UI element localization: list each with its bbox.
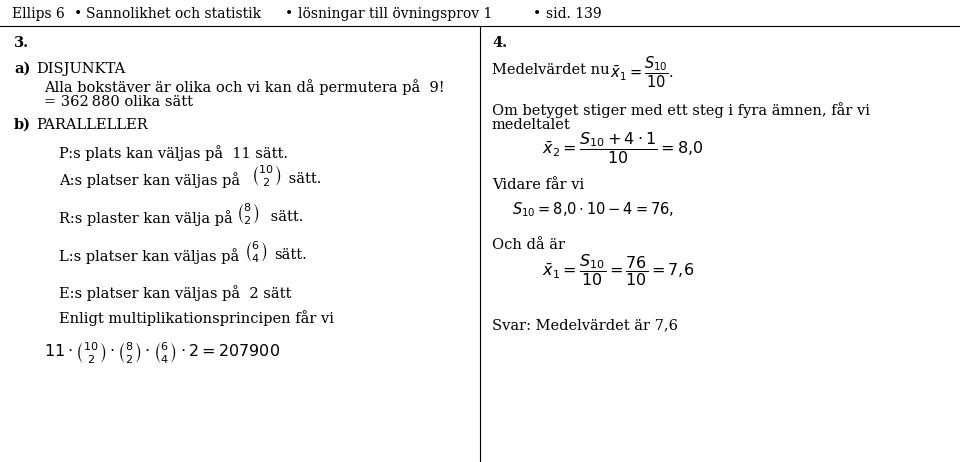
Text: P:s plats kan väljas på  11 sätt.: P:s plats kan väljas på 11 sätt. bbox=[59, 145, 288, 161]
Text: •: • bbox=[74, 7, 83, 21]
Text: Sannolikhet och statistik: Sannolikhet och statistik bbox=[86, 7, 261, 21]
Text: Och då är: Och då är bbox=[492, 238, 565, 252]
Text: a): a) bbox=[14, 62, 31, 76]
Text: $11 \cdot \binom{10}{2} \cdot \binom{8}{2} \cdot \binom{6}{4} \cdot 2 = 207900$: $11 \cdot \binom{10}{2} \cdot \binom{8}{… bbox=[44, 340, 280, 365]
Text: Medelvärdet nu: Medelvärdet nu bbox=[492, 63, 614, 77]
Text: b): b) bbox=[14, 118, 31, 132]
Text: sid. 139: sid. 139 bbox=[546, 7, 602, 21]
Text: $\bar{x}_1 = \dfrac{S_{10}}{10}$.: $\bar{x}_1 = \dfrac{S_{10}}{10}$. bbox=[610, 55, 674, 90]
Text: $\binom{8}{2}$: $\binom{8}{2}$ bbox=[236, 201, 259, 226]
Text: 3.: 3. bbox=[14, 36, 29, 50]
Text: $\binom{10}{2}$: $\binom{10}{2}$ bbox=[251, 163, 282, 188]
Text: lösningar till övningsprov 1: lösningar till övningsprov 1 bbox=[298, 7, 492, 21]
Text: Vidare får vi: Vidare får vi bbox=[492, 178, 585, 192]
Text: Svar: Medelvärdet är 7,6: Svar: Medelvärdet är 7,6 bbox=[492, 318, 678, 332]
Text: $\bar{x}_2 = \dfrac{S_{10} + 4 \cdot 1}{10} = 8{,}0$: $\bar{x}_2 = \dfrac{S_{10} + 4 \cdot 1}{… bbox=[542, 130, 704, 166]
Text: Enligt multiplikationsprincipen får vi: Enligt multiplikationsprincipen får vi bbox=[59, 310, 334, 326]
Text: Om betyget stiger med ett steg i fyra ämnen, får vi: Om betyget stiger med ett steg i fyra äm… bbox=[492, 102, 870, 118]
Text: sätt.: sätt. bbox=[284, 172, 322, 186]
Text: Alla bokstäver är olika och vi kan då permutera på  9!: Alla bokstäver är olika och vi kan då pe… bbox=[44, 79, 444, 95]
Text: •: • bbox=[285, 7, 293, 21]
Text: L:s platser kan väljas på: L:s platser kan väljas på bbox=[59, 248, 244, 264]
Text: A:s platser kan väljas på: A:s platser kan väljas på bbox=[59, 172, 245, 188]
Text: PARALLELLER: PARALLELLER bbox=[36, 118, 148, 132]
Text: •: • bbox=[533, 7, 541, 21]
Text: 4.: 4. bbox=[492, 36, 507, 50]
Text: sätt.: sätt. bbox=[274, 248, 307, 262]
Text: E:s platser kan väljas på  2 sätt: E:s platser kan väljas på 2 sätt bbox=[59, 285, 292, 301]
Text: = 362 880 olika sätt: = 362 880 olika sätt bbox=[44, 95, 193, 109]
Text: sätt.: sätt. bbox=[266, 210, 303, 224]
Text: $\bar{x}_1 = \dfrac{S_{10}}{10} = \dfrac{76}{10} = 7{,}6$: $\bar{x}_1 = \dfrac{S_{10}}{10} = \dfrac… bbox=[542, 252, 694, 288]
Text: medeltalet: medeltalet bbox=[492, 118, 571, 132]
Text: Ellips 6: Ellips 6 bbox=[12, 7, 64, 21]
Text: R:s plaster kan välja på: R:s plaster kan välja på bbox=[59, 210, 237, 226]
Text: DISJUNKTA: DISJUNKTA bbox=[36, 62, 125, 76]
Text: $\binom{6}{4}$: $\binom{6}{4}$ bbox=[244, 239, 268, 264]
Text: $S_{10} = 8{,}0 \cdot 10 - 4 = 76,$: $S_{10} = 8{,}0 \cdot 10 - 4 = 76,$ bbox=[512, 200, 674, 219]
